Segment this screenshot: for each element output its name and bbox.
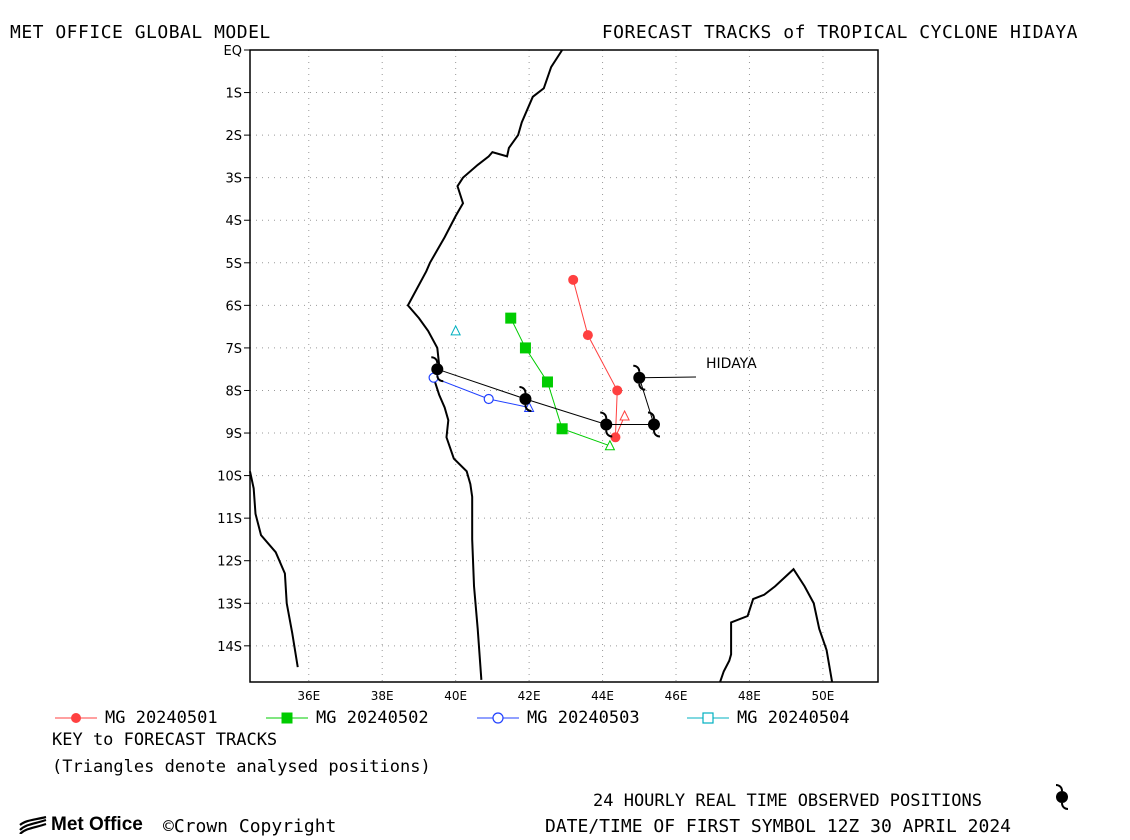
x-tick-label: 46E: [665, 689, 688, 703]
storm-label-pointer: [639, 376, 697, 379]
forecast-point: [541, 376, 553, 388]
y-tick-label: 6S: [225, 299, 242, 314]
x-tick-label: 40E: [444, 689, 467, 703]
x-tick-label: 48E: [738, 689, 761, 703]
storm-label: HIDAYA: [706, 356, 757, 372]
analysed-triangle: [604, 439, 616, 451]
track-line-0: [572, 279, 626, 438]
legend-label: MG 20240504: [737, 708, 850, 728]
legend-item-20240502: MG 20240502: [266, 708, 429, 728]
y-tick-label: 9S: [225, 427, 242, 442]
y-tick-label: 7S: [225, 342, 242, 357]
forecast-point: [582, 330, 593, 341]
legend-label: MG 20240503: [527, 708, 640, 728]
forecast-tracks: [428, 274, 630, 451]
forecast-point: [519, 342, 531, 354]
key-title: KEY to FORECAST TRACKS: [52, 730, 278, 750]
cyclone-symbol-arm: [647, 411, 655, 419]
first-symbol-datetime: DATE/TIME OF FIRST SYMBOL 12Z 30 APRIL 2…: [545, 816, 1011, 837]
x-tick-label: 42E: [518, 689, 541, 703]
y-tick-label: 3S: [225, 172, 242, 187]
cyclone-symbol-core: [600, 418, 613, 431]
cyclone-symbol-arm: [519, 385, 527, 394]
y-tick-label: 11S: [217, 512, 242, 527]
x-tick-label: 38E: [371, 689, 394, 703]
x-tick-label: 44E: [591, 689, 614, 703]
cyclone-symbol: [647, 411, 661, 438]
forecast-point: [556, 423, 568, 435]
observed-positions-note: 24 HOURLY REAL TIME OBSERVED POSITIONS: [593, 791, 982, 811]
cyclone-symbol: [600, 411, 613, 438]
cyclone-symbol: [431, 356, 444, 383]
legend-item-20240504: MG 20240504: [687, 708, 850, 728]
cyclone-symbol-arm: [638, 383, 646, 391]
legend-label: MG 20240502: [316, 708, 429, 728]
cyclone-symbol: [519, 385, 532, 412]
y-tick-label: 14S: [217, 640, 242, 655]
y-tick-label: EQ: [224, 44, 242, 59]
axis-labels: 36E 38E 40E 42E 44E 46E 48E 50E EQ 1S 2S 3S 4S 5S 6S 7S…: [217, 44, 834, 703]
forecast-point: [568, 274, 579, 285]
met-office-logo-icon: [19, 816, 47, 834]
legend-item-20240501: MG 20240501: [55, 708, 218, 728]
cyclone-symbol-arm: [436, 375, 444, 383]
cyclone-symbol-arm: [633, 364, 641, 372]
cyclone-symbol: [633, 364, 646, 391]
key-note: (Triangles denote analysed positions): [52, 757, 431, 777]
cyclone-symbol-core: [431, 363, 444, 376]
forecast-point: [483, 393, 494, 405]
analysed-triangle: [619, 409, 630, 421]
x-tick-label: 36E: [297, 689, 320, 703]
met-office-brand: Met Office: [51, 814, 143, 835]
forecast-point: [612, 385, 623, 396]
cyclone-symbol-core: [519, 392, 532, 405]
cyclone-symbol-arm: [605, 430, 613, 438]
y-tick-label: 13S: [217, 597, 242, 612]
y-tick-label: 1S: [225, 87, 242, 102]
coastline-west: [249, 471, 299, 668]
copyright: ©Crown Copyright: [163, 816, 337, 837]
y-tick-label: 2S: [225, 129, 242, 144]
cyclone-symbol-arm: [600, 411, 608, 419]
y-tick-label: 8S: [225, 384, 242, 399]
grid-lines: [244, 49, 878, 682]
cyclone-symbol-arm: [524, 404, 532, 412]
track-line-2: [433, 377, 530, 408]
y-tick-label: 10S: [217, 470, 242, 485]
cyclone-symbol-arm: [652, 430, 661, 438]
forecast-point: [610, 432, 621, 443]
coastline-madagascar: [719, 567, 834, 683]
model-title: MET OFFICE GLOBAL MODEL: [10, 22, 271, 43]
coastlines: [249, 49, 834, 683]
cyclone-symbol-arm: [431, 356, 439, 364]
plot-frame: [249, 49, 879, 683]
analysed-triangle: [450, 324, 461, 336]
met-office-logo: Met Office: [18, 814, 143, 836]
cyclone-symbol-icon: [1055, 784, 1069, 810]
legend-item-20240503: MG 20240503: [477, 708, 640, 728]
cyclone-symbol-core: [647, 418, 660, 431]
observed-track: [431, 356, 697, 438]
cyclone-symbol-core: [633, 371, 646, 384]
y-tick-label: 12S: [217, 555, 242, 570]
x-tick-label: 50E: [811, 689, 834, 703]
forecast-point: [505, 312, 517, 324]
chart-title: FORECAST TRACKS of TROPICAL CYCLONE HIDA…: [601, 22, 1078, 43]
legend-label: MG 20240501: [105, 708, 218, 728]
y-tick-label: 4S: [225, 214, 242, 229]
coastline-africa: [406, 49, 564, 680]
y-tick-label: 5S: [225, 257, 242, 272]
